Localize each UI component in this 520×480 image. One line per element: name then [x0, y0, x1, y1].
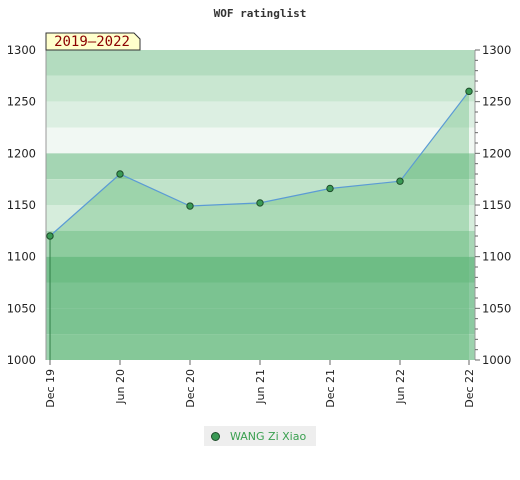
background-band — [46, 50, 475, 76]
data-point — [256, 199, 264, 207]
y-tick-label-left: 1000 — [7, 353, 36, 367]
background-band — [46, 334, 475, 360]
axes: 1000 1000 1050 1050 1100 1100 1150 1150 1200 1200… — [7, 43, 512, 408]
background-band — [46, 282, 475, 309]
background-band — [46, 230, 475, 257]
y-tick-label-right: 1000 — [482, 353, 511, 367]
legend: WANG Zi Xiao — [204, 426, 316, 446]
background-band — [46, 308, 475, 335]
y-tick-label-right: 1250 — [482, 95, 511, 109]
background-band — [46, 75, 475, 102]
y-tick-label-left: 1050 — [7, 301, 36, 315]
x-tick-label: Dec 20 — [184, 369, 197, 408]
data-point — [396, 177, 404, 185]
background-band — [46, 101, 475, 128]
x-tick-label: Jun 21 — [254, 369, 267, 405]
data-point — [46, 232, 54, 240]
y-tick-label-left: 1150 — [7, 198, 36, 212]
y-tick-label-right: 1200 — [482, 146, 511, 160]
y-tick-label-right: 1100 — [482, 250, 511, 264]
area-layer — [49, 91, 469, 361]
x-tick-label: Jun 20 — [114, 369, 127, 405]
y-tick-label-right: 1150 — [482, 198, 511, 212]
data-point — [465, 87, 473, 96]
legend-marker-icon — [211, 431, 220, 441]
y-tick-label-left: 1100 — [7, 250, 36, 264]
period-badge: 2019–2022 — [45, 32, 141, 51]
background-band — [46, 256, 475, 283]
y-tick-label-left: 1200 — [7, 146, 36, 160]
x-tick-label: Dec 21 — [324, 369, 337, 408]
y-tick-label-right: 1050 — [482, 301, 511, 315]
background-band — [46, 205, 475, 231]
chart-title: WOF ratinglist — [214, 7, 307, 20]
data-point — [186, 202, 194, 210]
y-tick-label-left: 1300 — [7, 43, 36, 57]
x-tick-label: Dec 22 — [463, 369, 476, 408]
y-tick-label-left: 1250 — [7, 95, 36, 109]
background-bands — [46, 50, 475, 360]
series-area — [50, 91, 469, 361]
data-marks — [46, 87, 473, 240]
data-point — [116, 170, 124, 178]
period-badge-label: 2019–2022 — [54, 34, 130, 50]
x-tick-label: Jun 22 — [394, 369, 407, 405]
x-tick-label: Dec 19 — [44, 369, 57, 408]
data-point — [326, 184, 334, 193]
y-tick-label-right: 1300 — [482, 43, 511, 57]
background-band — [46, 127, 475, 154]
legend-label: WANG Zi Xiao — [230, 429, 307, 443]
